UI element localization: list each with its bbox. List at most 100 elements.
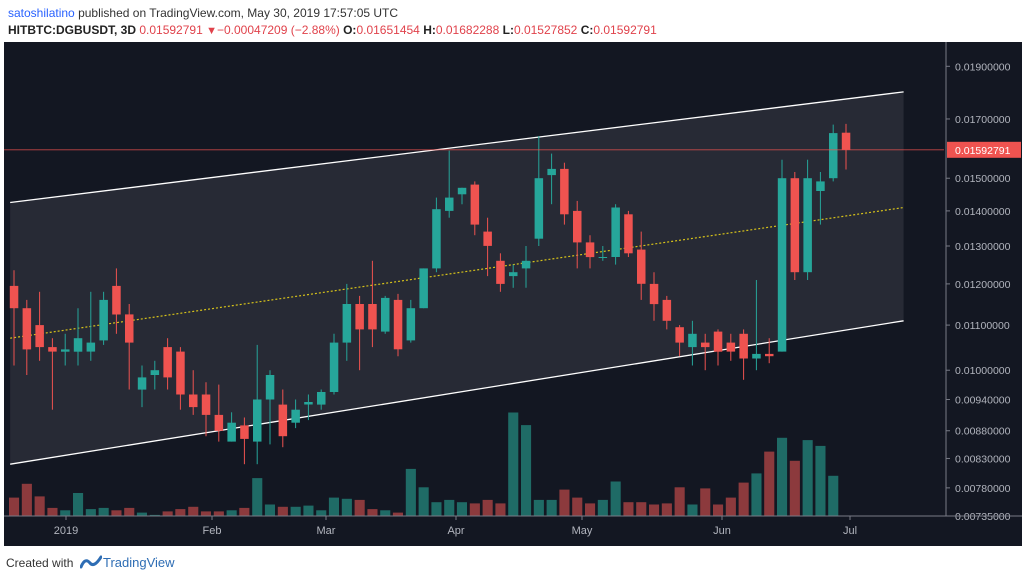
candle-body <box>253 399 262 442</box>
candle <box>125 304 134 390</box>
published-text: published on TradingView.com, May 30, 20… <box>78 6 399 20</box>
volume-bar <box>700 488 711 516</box>
candle <box>611 204 620 265</box>
candle-body <box>112 285 121 315</box>
candle <box>419 268 428 309</box>
candle <box>688 320 697 366</box>
volume-bar <box>136 512 147 516</box>
candle <box>624 210 633 257</box>
candle <box>560 162 569 225</box>
candle-body <box>329 342 339 392</box>
volume-bar <box>495 503 506 517</box>
candle <box>662 295 672 330</box>
candle <box>470 181 480 236</box>
candle <box>278 389 288 448</box>
candle <box>163 338 172 390</box>
candle-body <box>816 181 825 191</box>
volume-bar <box>380 510 391 517</box>
volume-bar <box>277 506 288 516</box>
tradingview-logo-icon[interactable] <box>80 554 102 570</box>
candle-body <box>573 210 582 243</box>
volume-bar <box>456 502 467 516</box>
created-with-label: Created with <box>6 556 74 570</box>
volume-bar <box>354 499 365 516</box>
time-tick-label: Jul <box>843 525 857 537</box>
candle <box>240 417 249 465</box>
candle-body <box>752 353 761 359</box>
price-tick-label: 0.00880000 <box>955 426 1011 438</box>
candle <box>816 172 825 225</box>
candle <box>803 159 812 280</box>
time-tick-label: Jun <box>713 525 731 537</box>
candle-body <box>317 392 326 405</box>
volume-bar <box>328 497 339 516</box>
channel-upper-line <box>10 91 904 204</box>
candle <box>381 295 390 334</box>
channel-fill <box>10 91 904 465</box>
volume-bar <box>9 497 20 516</box>
candle <box>521 246 531 288</box>
volume-bar <box>124 507 135 516</box>
candle-body <box>777 178 787 352</box>
volume-bar <box>213 511 224 516</box>
volume-bar <box>533 499 544 516</box>
down-arrow-icon: ▼ <box>206 25 217 37</box>
time-tick-label: 2019 <box>54 525 78 537</box>
chart-panel[interactable]: 0.01900000 0.01700000 0.01500000 0.01400000… <box>4 42 1022 546</box>
candle <box>86 291 96 361</box>
candle <box>368 260 377 348</box>
volume-bar <box>649 504 660 516</box>
tradingview-brand[interactable]: TradingView <box>103 555 175 570</box>
volume-bar <box>34 496 45 516</box>
volume-bar <box>738 482 749 516</box>
candle-body <box>457 187 467 195</box>
author-link[interactable]: satoshilatino <box>8 6 75 20</box>
candle <box>841 123 851 170</box>
close-label: C: <box>580 23 594 37</box>
close-value: 0.01592791 <box>593 23 657 37</box>
volume-bar <box>47 507 58 516</box>
candle-body <box>73 338 83 352</box>
time-axis: 2019 Feb Mar Apr May Jun Jul <box>4 515 1022 537</box>
candle <box>227 412 236 442</box>
candle-body <box>521 260 531 269</box>
last-price-badge <box>947 141 1021 158</box>
candle <box>457 187 467 205</box>
candle-body <box>240 425 249 439</box>
volume-bar <box>175 509 186 516</box>
price-chart[interactable]: 0.01900000 0.01700000 0.01500000 0.01400000… <box>4 42 1022 546</box>
candle-body <box>701 342 710 348</box>
price-tick-label: 0.00780000 <box>955 483 1011 495</box>
volume-bar <box>98 507 109 516</box>
candle-body <box>265 375 275 400</box>
candle-body <box>368 304 377 330</box>
volume-bar <box>303 505 314 516</box>
candle <box>9 270 19 366</box>
price-tick-label: 0.01100000 <box>955 320 1010 332</box>
volume-bar <box>623 502 634 516</box>
candle-body <box>790 178 800 273</box>
candle <box>265 370 275 445</box>
candle-body <box>496 260 505 284</box>
candle-body <box>662 299 672 321</box>
candle <box>483 217 492 277</box>
volume-bar <box>21 483 32 516</box>
volume-bar <box>367 509 378 516</box>
volume-bar <box>252 478 263 517</box>
candles <box>4 123 944 465</box>
candle <box>406 299 416 343</box>
candle <box>22 299 32 375</box>
candle-body <box>291 409 300 423</box>
candle-body <box>509 272 518 277</box>
candle <box>99 291 108 345</box>
high-value: 0.01682288 <box>435 23 500 37</box>
candle-body <box>99 299 108 341</box>
volume-bar <box>226 510 237 517</box>
candle <box>189 370 198 415</box>
volume-bar <box>264 504 275 516</box>
candle <box>35 291 44 361</box>
candle <box>137 365 147 408</box>
candle <box>329 333 339 395</box>
volume-bar <box>341 498 352 517</box>
candle-body <box>829 133 838 179</box>
